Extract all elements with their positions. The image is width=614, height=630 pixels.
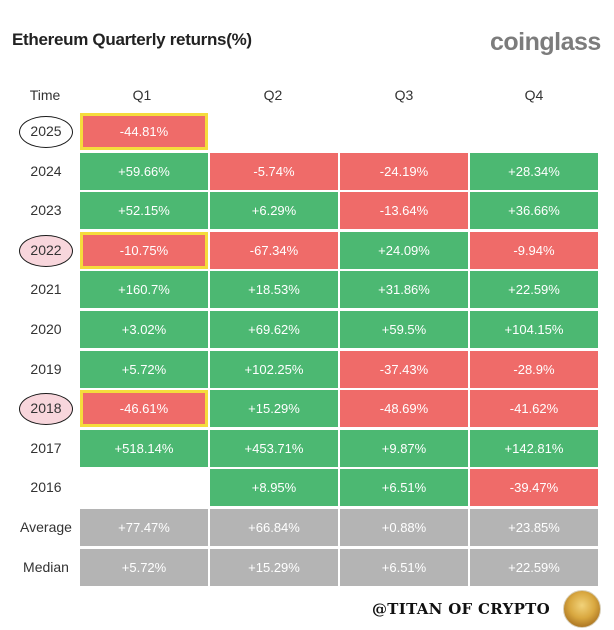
return-cell: +8.95% — [210, 469, 338, 507]
summary-cell: +6.51% — [340, 548, 468, 586]
avatar-icon — [563, 590, 601, 628]
return-cell: +160.7% — [80, 271, 208, 309]
summary-label: Median — [23, 558, 69, 575]
watermark-text: @TITAN OF CRYPTO — [372, 600, 550, 618]
return-cell: +142.81% — [470, 429, 598, 467]
summary-cell: +0.88% — [340, 509, 468, 546]
column-header-q3: Q3 — [394, 87, 414, 103]
column-header-q2: Q2 — [263, 87, 283, 103]
return-cell: -41.62% — [470, 390, 598, 428]
return-cell: -67.34% — [210, 231, 338, 269]
return-cell: -48.69% — [340, 390, 468, 428]
return-cell: -13.64% — [340, 192, 468, 230]
summary-cell: +23.85% — [470, 509, 598, 546]
return-cell — [340, 113, 468, 150]
return-cell: +24.09% — [340, 231, 468, 269]
return-cell: -9.94% — [470, 231, 598, 269]
return-cell: +102.25% — [210, 350, 338, 388]
year-label: 2017 — [30, 439, 62, 456]
summary-cell: +5.72% — [80, 548, 208, 586]
column-header-q4: Q4 — [524, 87, 544, 103]
return-cell: +31.86% — [340, 271, 468, 309]
year-label: 2022 — [30, 241, 62, 258]
return-cell — [470, 113, 598, 150]
return-cell: +6.51% — [340, 469, 468, 507]
return-cell: +59.5% — [340, 311, 468, 348]
year-label: 2023 — [30, 202, 62, 219]
summary-label: Average — [20, 519, 72, 535]
return-cell: +18.53% — [210, 271, 338, 309]
return-cell: +69.62% — [210, 311, 338, 348]
return-cell: -37.43% — [340, 350, 468, 388]
return-cell — [210, 113, 338, 150]
return-cell: +36.66% — [470, 192, 598, 230]
return-cell: +59.66% — [80, 152, 208, 190]
year-label: 2024 — [30, 162, 62, 179]
summary-cell: +15.29% — [210, 548, 338, 586]
return-cell: +22.59% — [470, 271, 598, 309]
return-cell: -44.81% — [80, 113, 208, 150]
return-cell: -10.75% — [80, 231, 208, 269]
return-cell: +15.29% — [210, 390, 338, 428]
return-cell: +5.72% — [80, 350, 208, 388]
return-cell: +6.29% — [210, 192, 338, 230]
column-header-time: Time — [29, 87, 61, 103]
return-cell: +3.02% — [80, 311, 208, 348]
return-cell: +28.34% — [470, 152, 598, 190]
brand-logo: coinglass — [490, 28, 601, 56]
summary-cell: +77.47% — [80, 509, 208, 546]
year-label: 2019 — [30, 360, 62, 377]
chart-title: Ethereum Quarterly returns(%) — [12, 30, 252, 49]
return-cell: -28.9% — [470, 350, 598, 388]
return-cell: +9.87% — [340, 429, 468, 467]
return-cell: -46.61% — [80, 390, 208, 428]
summary-cell: +22.59% — [470, 548, 598, 586]
year-circle-marker — [19, 234, 73, 267]
return-cell: +104.15% — [470, 311, 598, 348]
year-label: 2020 — [30, 321, 62, 337]
return-cell: -24.19% — [340, 152, 468, 190]
return-cell: +52.15% — [80, 192, 208, 230]
year-label: 2021 — [30, 281, 62, 298]
year-circle-marker — [19, 393, 73, 426]
year-label: 2025 — [30, 123, 62, 139]
return-cell — [80, 469, 208, 506]
return-cell: -5.74% — [210, 152, 338, 190]
year-label: 2016 — [30, 479, 62, 496]
return-cell: -39.47% — [470, 469, 598, 507]
year-label: 2018 — [30, 400, 62, 417]
column-header-q1: Q1 — [132, 87, 152, 103]
year-circle-marker — [19, 116, 73, 148]
return-cell: +453.71% — [210, 429, 338, 467]
summary-cell: +66.84% — [210, 509, 338, 546]
return-cell: +518.14% — [80, 429, 208, 467]
